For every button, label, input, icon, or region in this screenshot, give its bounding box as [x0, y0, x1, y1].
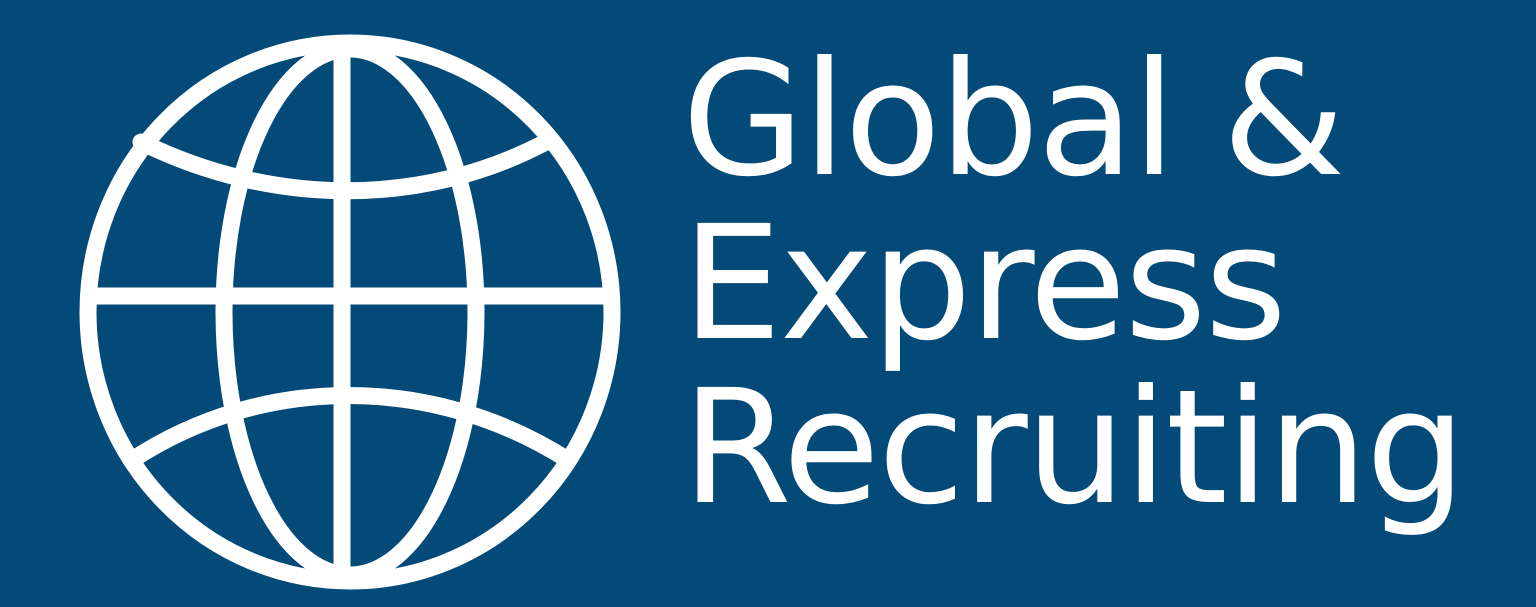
- company-name-line-3: Recruiting: [682, 356, 1466, 540]
- company-name-line-2: Express: [682, 192, 1287, 376]
- company-name-line-1: Global &: [682, 28, 1345, 212]
- company-name: Global & Express Recruiting: [682, 38, 1482, 530]
- globe-icon: [79, 34, 621, 590]
